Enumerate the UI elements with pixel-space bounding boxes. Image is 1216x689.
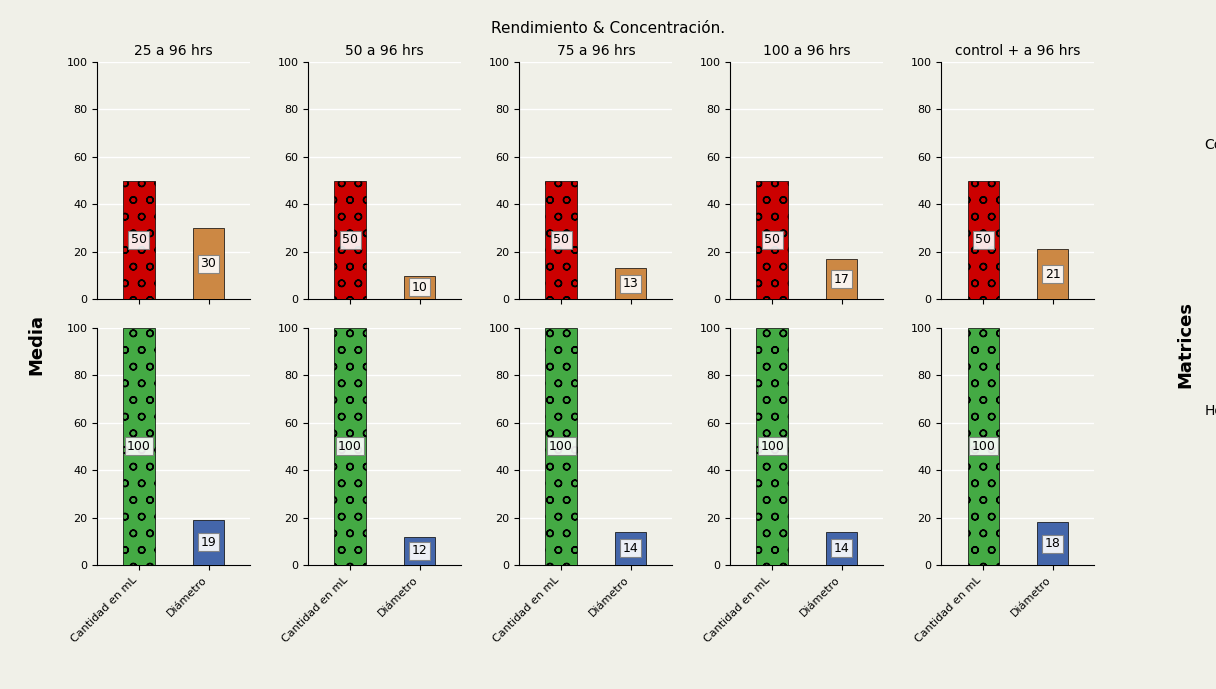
Title: 25 a 96 hrs: 25 a 96 hrs [135, 44, 213, 58]
Bar [826, 259, 857, 299]
Text: Rendimiento & Concentración.: Rendimiento & Concentración. [491, 21, 725, 36]
Bar [404, 276, 435, 299]
Text: 12: 12 [412, 544, 428, 557]
Bar [968, 328, 998, 565]
Text: 100: 100 [338, 440, 362, 453]
Text: 18: 18 [1045, 537, 1060, 550]
Bar [546, 181, 576, 299]
Text: 30: 30 [201, 257, 216, 270]
Text: 50: 50 [342, 234, 358, 247]
Bar [193, 228, 224, 299]
Text: Media: Media [28, 314, 45, 375]
Text: 14: 14 [834, 542, 850, 555]
Bar [546, 328, 576, 565]
Text: 100: 100 [550, 440, 573, 453]
Bar [334, 328, 366, 565]
Text: 10: 10 [411, 281, 428, 294]
Text: 17: 17 [834, 273, 850, 286]
Bar [334, 181, 366, 299]
Bar [968, 181, 998, 299]
Text: 100: 100 [760, 440, 784, 453]
Title: control + a 96 hrs: control + a 96 hrs [956, 44, 1081, 58]
Title: 50 a 96 hrs: 50 a 96 hrs [345, 44, 424, 58]
Bar [615, 532, 646, 565]
Text: Matrices: Matrices [1177, 301, 1194, 388]
Text: 100: 100 [972, 440, 995, 453]
Bar [1037, 249, 1069, 299]
Bar [1037, 522, 1069, 565]
Text: Hoja: Hoja [1205, 404, 1216, 418]
Text: 50: 50 [975, 234, 991, 247]
Bar [756, 328, 788, 565]
Bar [123, 328, 154, 565]
Text: 19: 19 [201, 536, 216, 549]
Bar [404, 537, 435, 565]
Bar [193, 520, 224, 565]
Text: 21: 21 [1045, 268, 1060, 281]
Text: 14: 14 [623, 542, 638, 555]
Text: Corteza: Corteza [1205, 138, 1216, 152]
Title: 100 a 96 hrs: 100 a 96 hrs [764, 44, 851, 58]
Text: 13: 13 [623, 278, 638, 290]
Text: 50: 50 [553, 234, 569, 247]
Bar [123, 181, 154, 299]
Text: 100: 100 [126, 440, 151, 453]
Text: 50: 50 [764, 234, 781, 247]
Bar [615, 269, 646, 299]
Text: 50: 50 [131, 234, 147, 247]
Bar [756, 181, 788, 299]
Title: 75 a 96 hrs: 75 a 96 hrs [557, 44, 635, 58]
Bar [826, 532, 857, 565]
